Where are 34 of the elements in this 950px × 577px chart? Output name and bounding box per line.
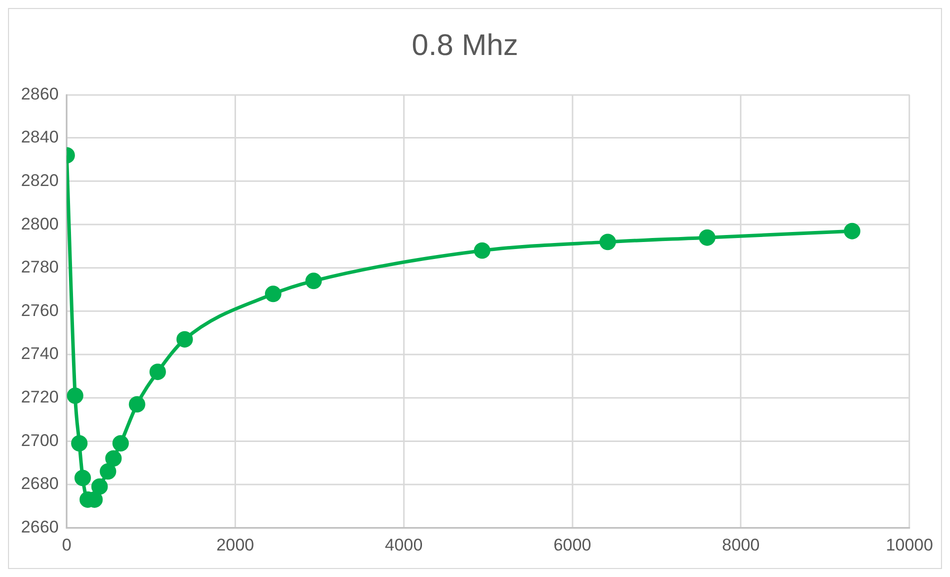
chart-title: 0.8 Mhz [412, 29, 518, 62]
y-tick-label: 2740 [20, 344, 59, 364]
x-tick-label: 8000 [722, 536, 760, 555]
y-tick-label: 2680 [20, 474, 59, 494]
x-tick-label: 4000 [384, 536, 423, 555]
point [128, 396, 146, 413]
y-tick-label: 2860 [20, 84, 59, 104]
x-tick-label: 2000 [216, 536, 254, 555]
y-tick-label: 2700 [20, 430, 59, 450]
point [600, 234, 616, 250]
point [74, 470, 91, 486]
point [264, 286, 282, 302]
y-tick-label: 2800 [20, 214, 59, 234]
point [91, 478, 108, 495]
point [474, 242, 490, 259]
x-tick-label: 10000 [886, 536, 934, 555]
y-tick-label: 2760 [20, 300, 59, 320]
y-tick-label: 2840 [20, 128, 59, 147]
x-tick-label: 0 [62, 536, 72, 555]
y-tick-label: 2820 [20, 170, 59, 190]
point [176, 331, 193, 348]
point [698, 229, 716, 246]
y-tick-label: 2660 [20, 517, 59, 536]
point [100, 463, 116, 480]
x-tick-label: 6000 [553, 536, 592, 555]
point [66, 387, 84, 404]
y-tick-label: 2720 [20, 388, 59, 406]
point [71, 435, 88, 452]
point [844, 222, 860, 240]
point [112, 435, 129, 452]
point [149, 364, 166, 380]
point [305, 272, 322, 290]
y-tick-label: 2780 [20, 258, 59, 277]
point [105, 450, 122, 467]
